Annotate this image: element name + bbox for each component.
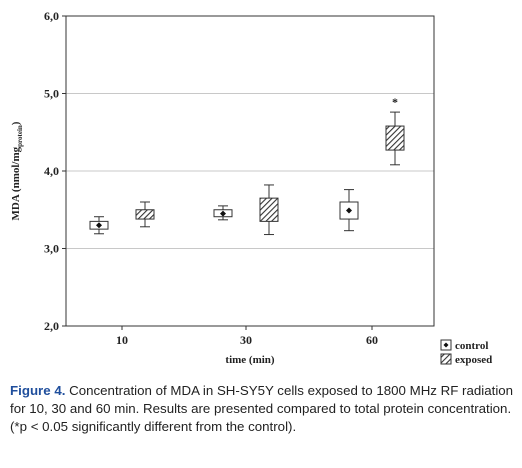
y-axis-label-close: ) <box>10 121 22 125</box>
caption-text: Concentration of MDA in SH-SY5Y cells ex… <box>10 383 514 434</box>
legend-label-control: control <box>455 340 488 352</box>
box-exposed-60: * <box>385 95 405 166</box>
y-tick-label: 4,0 <box>44 164 59 178</box>
x-tick-label: 30 <box>240 333 252 347</box>
y-axis-label-sub: protein <box>16 125 24 147</box>
box-control-10 <box>89 216 109 235</box>
y-tick-label: 2,0 <box>44 319 59 333</box>
legend: control exposed <box>440 339 492 366</box>
figure-caption: Figure 4. Concentration of MDA in SH-SY5… <box>10 382 516 436</box>
x-axis-ticks: 10 30 60 <box>116 326 378 347</box>
box-control-60 <box>339 189 359 232</box>
legend-swatch-exposed <box>440 353 452 365</box>
boxes: * <box>89 95 405 236</box>
y-axis-label: MDA (nmol/mgprotein) <box>10 121 24 220</box>
y-tick-label: 5,0 <box>44 87 59 101</box>
box-plot-chart: 2,0 3,0 4,0 5,0 6,0 10 30 60 * time (min) MDA … <box>10 9 492 366</box>
y-axis-label-main: MDA (nmol/mg <box>10 146 22 220</box>
box-exposed-10 <box>135 201 155 228</box>
grid-lines <box>66 93 434 249</box>
x-tick-label: 10 <box>116 333 128 347</box>
box-rect <box>385 125 405 151</box>
legend-mean-marker <box>443 342 449 348</box>
y-tick-label: 3,0 <box>44 242 59 256</box>
x-tick-label: 60 <box>366 333 378 347</box>
figure-label: Figure 4. <box>10 383 66 398</box>
mean-marker <box>346 207 352 214</box>
significance-marker: * <box>392 95 398 109</box>
box-rect <box>135 209 155 220</box>
mean-marker <box>220 210 226 217</box>
legend-item-control: control <box>440 339 488 352</box>
box-exposed-30 <box>259 184 279 236</box>
mean-marker <box>96 222 102 229</box>
x-axis-label: time (min) <box>225 354 275 366</box>
y-tick-label: 6,0 <box>44 9 59 23</box>
box-rect <box>259 197 279 222</box>
legend-item-exposed: exposed <box>440 353 492 366</box>
box-control-30 <box>213 205 233 221</box>
y-axis-ticks: 2,0 3,0 4,0 5,0 6,0 <box>44 9 66 333</box>
legend-label-exposed: exposed <box>455 354 492 366</box>
